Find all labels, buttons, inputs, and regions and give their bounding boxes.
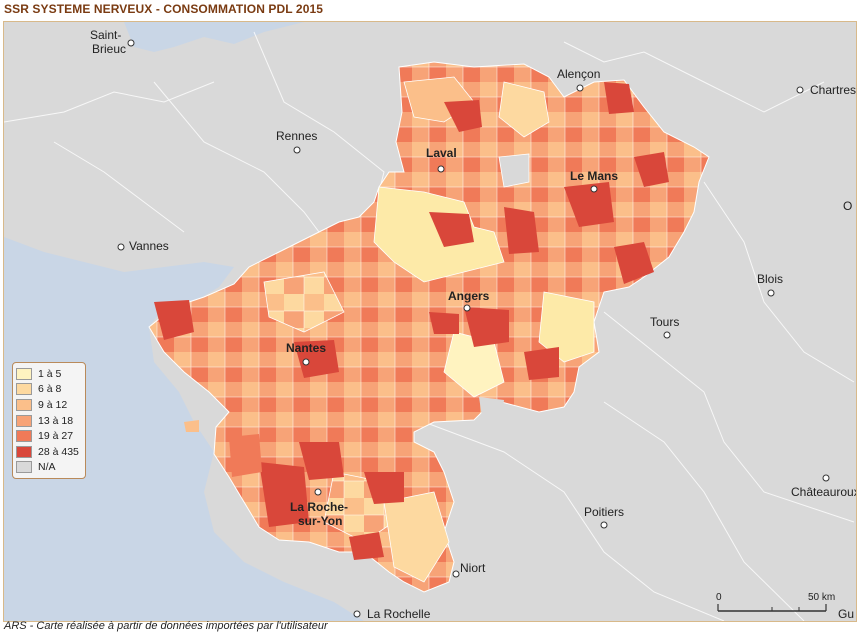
svg-text:La Rochelle: La Rochelle (367, 607, 431, 621)
map-legend: 1 à 5 6 à 8 9 à 12 13 à 18 19 à 27 28 à 435 N/… (12, 362, 86, 480)
legend-label: 6 à 8 (38, 383, 62, 396)
svg-text:Blois: Blois (757, 272, 783, 286)
legend-label: 1 à 5 (38, 367, 62, 380)
legend-swatch (16, 383, 32, 396)
svg-text:Vannes: Vannes (129, 239, 169, 253)
city-markers (117, 39, 830, 618)
svg-text:Nantes: Nantes (286, 341, 326, 355)
legend-item: 1 à 5 (16, 366, 82, 382)
legend-label: 19 à 27 (38, 430, 74, 443)
svg-text:Tours: Tours (650, 315, 679, 329)
legend-label: 9 à 12 (38, 398, 68, 411)
svg-text:Le Mans: Le Mans (570, 169, 618, 183)
legend-item: 6 à 8 (16, 382, 82, 398)
svg-text:0: 0 (716, 592, 722, 603)
svg-text:Gu: Gu (838, 607, 854, 621)
legend-item: 9 à 12 (16, 397, 82, 413)
legend-item: 28 à 435 (16, 444, 82, 460)
svg-text:Laval: Laval (426, 146, 457, 160)
map-frame[interactable]: Saint- Brieuc Rennes Vannes Laval Alenço… (3, 21, 857, 622)
legend-swatch (16, 445, 32, 458)
sea (4, 22, 364, 621)
legend-swatch (16, 461, 32, 474)
svg-text:La Roche-: La Roche- (290, 500, 348, 514)
legend-swatch (16, 367, 32, 380)
svg-text:Rennes: Rennes (276, 129, 317, 143)
svg-text:50 km: 50 km (808, 592, 835, 603)
svg-text:O: O (843, 199, 852, 213)
city-labels: Saint- Brieuc Rennes Vannes Laval Alenço… (90, 28, 856, 621)
source-note: ARS - Carte réalisée à partir de données… (4, 620, 328, 632)
svg-text:Brieuc: Brieuc (92, 42, 126, 56)
svg-text:sur-Yon: sur-Yon (298, 514, 342, 528)
svg-text:Angers: Angers (448, 289, 490, 303)
svg-text:Niort: Niort (460, 561, 486, 575)
svg-text:Chartres: Chartres (810, 83, 856, 97)
svg-text:Alençon: Alençon (557, 67, 600, 81)
map-title: SSR SYSTEME NERVEUX - CONSOMMATION PDL 2… (4, 2, 324, 16)
legend-label: 28 à 435 (38, 445, 79, 458)
svg-text:Châteauroux: Châteauroux (791, 485, 856, 499)
svg-text:Saint-: Saint- (90, 28, 121, 42)
legend-swatch (16, 398, 32, 411)
legend-swatch (16, 430, 32, 443)
legend-item: 13 à 18 (16, 413, 82, 429)
legend-item: N/A (16, 460, 82, 476)
region-pays-de-la-loire[interactable] (148, 61, 710, 593)
legend-item: 19 à 27 (16, 428, 82, 444)
svg-text:Poitiers: Poitiers (584, 505, 624, 519)
legend-label: 13 à 18 (38, 414, 74, 427)
legend-label: N/A (38, 461, 56, 474)
scale-bar: 0 50 km (716, 592, 835, 612)
map-canvas[interactable]: Saint- Brieuc Rennes Vannes Laval Alenço… (4, 22, 856, 621)
legend-swatch (16, 414, 32, 427)
